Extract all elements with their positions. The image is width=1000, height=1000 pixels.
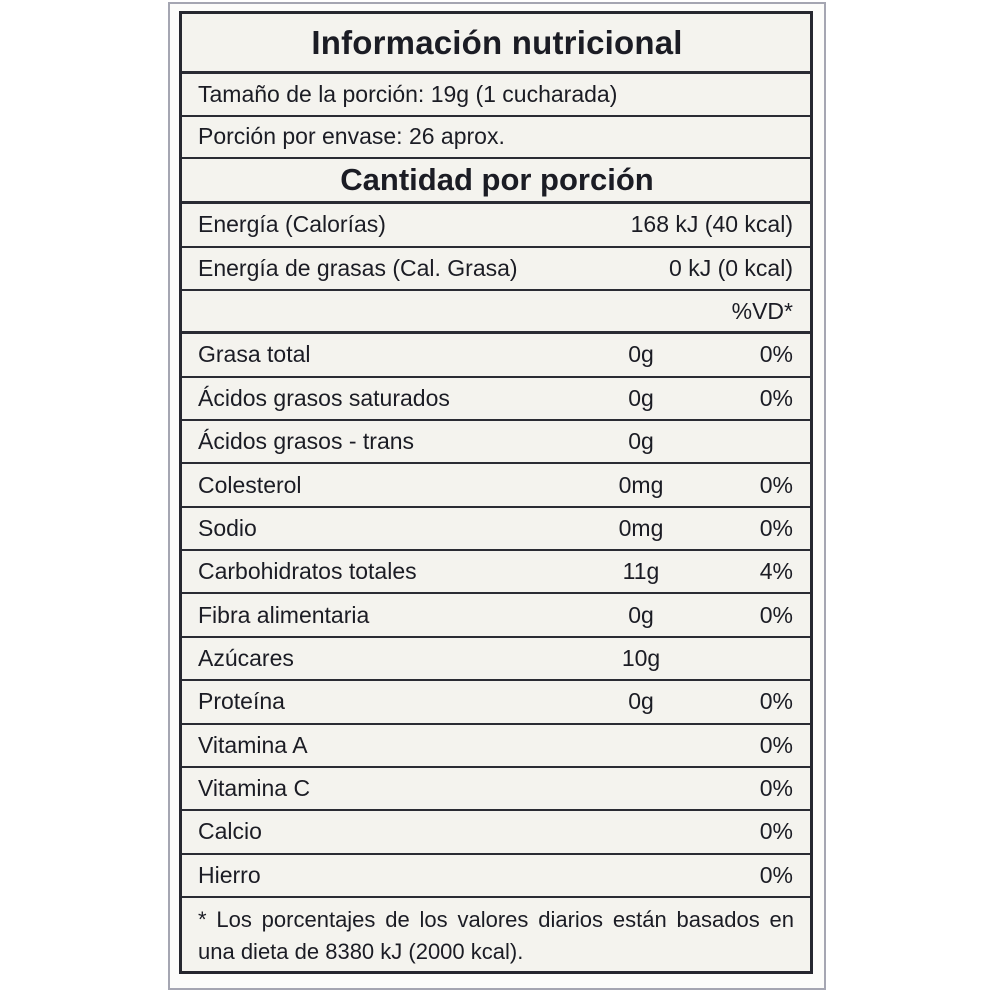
nutrient-name: Calcio xyxy=(198,818,262,845)
daily-value-heading: %VD* xyxy=(731,297,793,324)
energy-row-from-fat: Energía de grasas (Cal. Grasa) 0 kJ (0 k… xyxy=(182,247,810,291)
servings-per-container-text: Porción por envase: 26 aprox. xyxy=(198,123,505,150)
nutrient-name: Sodio xyxy=(198,514,257,541)
nutrient-name: Fibra alimentaria xyxy=(198,601,370,628)
nutrient-row-vitamina-a: Vitamina A 0% xyxy=(182,724,810,768)
nutrient-row-grasa-total: Grasa total 0g 0% xyxy=(182,334,810,378)
nutrient-name: Vitamina C xyxy=(198,775,311,802)
amount-per-serving-heading-row: Cantidad por porción xyxy=(182,158,810,205)
serving-size-text: Tamaño de la porción: 19g (1 cucharada) xyxy=(198,80,618,107)
energy-value-from-fat: 0 kJ (0 kcal) xyxy=(669,254,793,281)
nutrient-dv: 4% xyxy=(759,558,793,585)
nutrient-row-fibra-alimentaria: Fibra alimentaria 0g 0% xyxy=(182,594,810,638)
nutrient-dv: 0% xyxy=(759,775,793,802)
nutrient-row-sodio: Sodio 0mg 0% xyxy=(182,507,810,552)
nutrient-row-acidos-grasos-saturados: Ácidos grasos saturados 0g 0% xyxy=(182,377,810,422)
panel-title-row: Información nutricional xyxy=(182,14,810,75)
nutrient-dv: 0% xyxy=(759,471,793,498)
nutrient-name: Azúcares xyxy=(198,645,294,671)
nutrient-amount: 0g xyxy=(628,601,654,628)
energy-value-calories: 168 kJ (40 kcal) xyxy=(630,211,793,238)
servings-per-container-row: Porción por envase: 26 aprox. xyxy=(182,116,810,159)
nutrient-amount: 10g xyxy=(621,645,661,671)
nutrient-row-azucares: Azúcares 10g xyxy=(182,637,810,682)
nutrient-dv: 0% xyxy=(759,514,793,541)
nutrient-row-vitamina-c: Vitamina C 0% xyxy=(182,767,810,812)
footnote-text: * Los porcentajes de los valores diarios… xyxy=(198,906,794,964)
nutrient-name: Colesterol xyxy=(198,471,302,498)
nutrient-amount: 0g xyxy=(628,428,654,455)
nutrient-name: Proteína xyxy=(198,688,285,715)
nutrient-name: Vitamina A xyxy=(198,731,308,758)
nutrient-amount: 0mg xyxy=(618,471,664,498)
nutrient-dv: 0% xyxy=(759,688,793,715)
amount-per-serving-heading: Cantidad por porción xyxy=(340,162,654,198)
serving-size-row: Tamaño de la porción: 19g (1 cucharada) xyxy=(182,74,810,117)
nutrient-name: Hierro xyxy=(198,861,261,888)
nutrient-dv: 0% xyxy=(759,861,793,888)
energy-label-calories: Energía (Calorías) xyxy=(198,211,386,238)
nutrient-dv: 0% xyxy=(759,731,793,758)
nutrient-dv: 0% xyxy=(759,601,793,628)
nutrient-row-proteina: Proteína 0g 0% xyxy=(182,681,810,725)
nutrient-dv: 0% xyxy=(759,818,793,845)
nutrient-row-colesterol: Colesterol 0mg 0% xyxy=(182,464,810,508)
nutrient-row-calcio: Calcio 0% xyxy=(182,811,810,855)
nutrient-row-carbohidratos-totales: Carbohidratos totales 11g 4% xyxy=(182,551,810,595)
nutrition-facts-panel: Información nutricional Tamaño de la por… xyxy=(179,11,813,974)
nutrient-name: Carbohidratos totales xyxy=(198,558,417,585)
nutrient-dv: 0% xyxy=(759,384,793,411)
footnote-row: * Los porcentajes de los valores diarios… xyxy=(182,897,810,971)
nutrient-amount: 0mg xyxy=(618,514,664,541)
nutrient-amount: 0g xyxy=(628,384,654,411)
nutrient-dv: 0% xyxy=(759,341,793,368)
energy-row-calories: Energía (Calorías) 168 kJ (40 kcal) xyxy=(182,204,810,248)
nutrient-amount: 0g xyxy=(628,341,654,368)
energy-label-from-fat: Energía de grasas (Cal. Grasa) xyxy=(198,254,518,281)
nutrient-row-hierro: Hierro 0% xyxy=(182,854,810,898)
nutrient-name: Ácidos grasos - trans xyxy=(198,428,415,455)
panel-title: Información nutricional xyxy=(311,23,683,61)
daily-value-heading-row: %VD* xyxy=(182,290,810,335)
nutrient-row-acidos-grasos-trans: Ácidos grasos - trans 0g xyxy=(182,421,810,465)
nutrient-amount: 0g xyxy=(628,688,654,715)
nutrient-amount: 11g xyxy=(622,558,660,585)
nutrient-name: Ácidos grasos saturados xyxy=(198,384,450,411)
nutrient-name: Grasa total xyxy=(198,341,311,368)
